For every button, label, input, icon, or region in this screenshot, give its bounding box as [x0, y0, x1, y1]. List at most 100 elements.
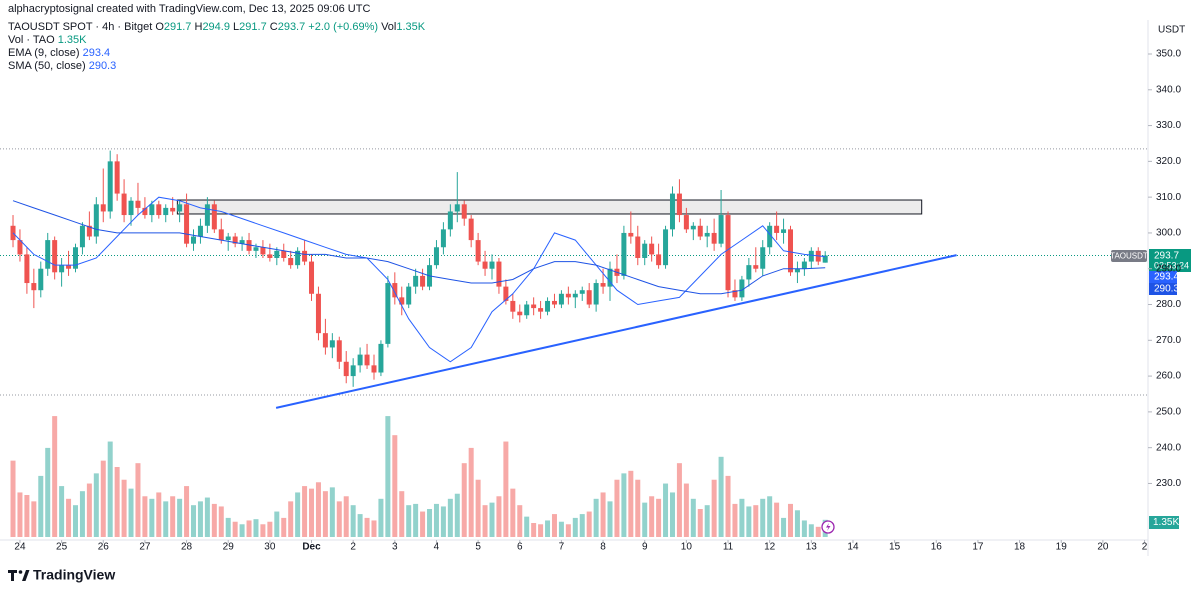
candle-body — [31, 283, 37, 291]
alert-icon[interactable] — [821, 520, 835, 534]
volume-bar — [538, 524, 544, 537]
candle-body — [177, 204, 183, 212]
y-tick-label: 270.0 — [1156, 335, 1181, 346]
candle-body — [663, 229, 669, 266]
vol-value: 1.35K — [396, 21, 425, 33]
volume-bar — [260, 524, 266, 537]
volume-bar — [760, 498, 766, 537]
volume-bar — [697, 509, 703, 537]
candle-body — [357, 354, 363, 366]
candle-body — [787, 229, 793, 273]
candle-body — [385, 283, 391, 344]
volume-legend: Vol · TAO 1.35K — [8, 34, 87, 46]
x-tick-label: 9 — [642, 542, 648, 553]
candle-body — [197, 225, 203, 237]
candle-body — [309, 261, 315, 294]
candle-body — [93, 204, 99, 237]
volume-bar — [600, 492, 606, 537]
candle-body — [218, 229, 224, 241]
candle-body — [281, 250, 287, 258]
volume-bar — [420, 511, 426, 537]
volume-bar — [475, 479, 481, 537]
y-tick-label: 320.0 — [1156, 156, 1181, 167]
ema-value: 293.4 — [83, 47, 111, 59]
symbol-legend: TAOUSDT SPOT · 4h · Bitget O291.7 H294.9… — [8, 21, 426, 33]
sma-tag-bg — [1149, 283, 1177, 295]
candle-body — [704, 232, 710, 237]
volume-bar — [10, 460, 16, 537]
candle-body — [149, 204, 155, 216]
candle-body — [38, 268, 44, 291]
candle-body — [753, 265, 759, 269]
plot-area — [0, 148, 1148, 537]
candle-body — [642, 243, 648, 258]
volume-bar — [315, 482, 321, 537]
candle-body — [475, 240, 481, 262]
symbol: TAOUSDT SPOT · 4h · Bitget — [8, 21, 152, 33]
candle-body — [17, 240, 23, 255]
x-tick-label: 16 — [931, 542, 943, 553]
candle-body — [267, 254, 273, 258]
candle-body — [621, 232, 627, 276]
volume-bar — [156, 492, 162, 537]
ticker-tag: TAOUSDT — [1110, 250, 1148, 262]
candle-body — [725, 215, 731, 291]
volume-bar — [93, 473, 99, 537]
volume-bar — [114, 467, 120, 537]
candle-body — [232, 236, 238, 244]
candle-body — [128, 200, 134, 216]
vol-label: Vol — [381, 21, 396, 33]
candle-body — [461, 204, 467, 219]
volume-bar — [204, 497, 210, 537]
candle-body — [586, 290, 592, 305]
candle-body — [656, 254, 662, 266]
volume-bar — [392, 435, 398, 537]
volume-bar — [656, 498, 662, 537]
volume-bar — [663, 483, 669, 537]
volume-bar — [52, 416, 58, 537]
volume-bar — [371, 520, 377, 537]
candle-body — [565, 293, 571, 298]
candle-body — [295, 250, 301, 266]
y-tick-label: 340.0 — [1156, 84, 1181, 95]
volume-bar — [711, 479, 717, 537]
x-tick-label: Dec — [302, 542, 321, 553]
volume-bar — [676, 463, 682, 537]
volume-bar — [107, 441, 113, 537]
vol-series-value: 1.35K — [58, 34, 87, 46]
candle-body — [593, 283, 599, 305]
candle-body — [767, 225, 773, 248]
volume-bar — [801, 520, 807, 537]
volume-bar — [121, 479, 127, 537]
x-tick-label: 18 — [1014, 542, 1026, 553]
volume-bar — [808, 524, 814, 537]
candle-body — [489, 261, 495, 269]
candle-body — [774, 225, 780, 233]
sma-legend: SMA (50, close) 290.3 — [8, 60, 116, 72]
volume-bar — [357, 514, 363, 537]
logo-dot — [18, 570, 23, 574]
resistance-zone — [176, 199, 923, 215]
candle-body — [52, 240, 58, 273]
candle-body — [204, 204, 210, 226]
y-tick-label: 230.0 — [1156, 478, 1181, 489]
volume-bar — [197, 501, 203, 537]
close-label: C — [270, 21, 278, 33]
candle-body — [170, 207, 176, 212]
volume-bar — [551, 514, 557, 537]
volume-bar — [364, 517, 370, 537]
volume-tag-bg — [1149, 516, 1179, 529]
candle-body — [524, 304, 530, 316]
volume-bar — [295, 492, 301, 537]
volume-bar — [253, 519, 259, 537]
candle-body — [676, 193, 682, 216]
x-tick-label: 15 — [889, 542, 901, 553]
candle-body — [302, 250, 308, 262]
candle-body — [711, 232, 717, 244]
candle-body — [440, 229, 446, 248]
volume-bar — [787, 503, 793, 537]
volume-bar — [191, 505, 197, 537]
volume-bar — [628, 470, 634, 537]
candle-body — [808, 250, 814, 262]
